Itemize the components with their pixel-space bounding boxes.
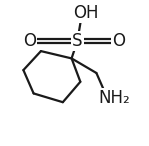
Text: O: O bbox=[112, 32, 125, 50]
Text: O: O bbox=[23, 32, 36, 50]
Text: NH₂: NH₂ bbox=[98, 89, 130, 107]
Text: S: S bbox=[72, 32, 83, 50]
Text: OH: OH bbox=[73, 4, 99, 22]
